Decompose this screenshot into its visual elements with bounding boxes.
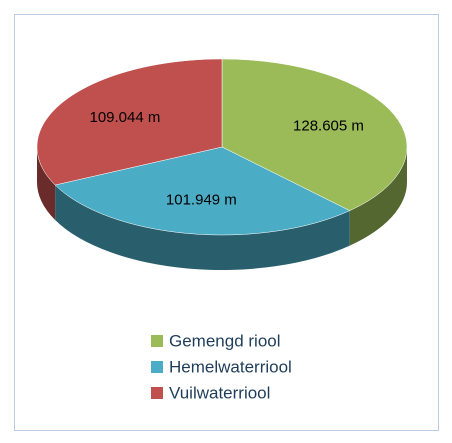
- legend-label: Hemelwaterriool: [169, 357, 292, 376]
- legend-label: Gemengd riool: [169, 331, 281, 350]
- legend-label: Vuilwaterriool: [169, 383, 270, 402]
- data-label: 109.044 m: [89, 109, 160, 126]
- pie: 128.605 m 101.949 m 109.044 m: [36, 58, 408, 270]
- pie-slice-side: [55, 185, 350, 270]
- pie-slice: [221, 58, 408, 211]
- pie-slice: [54, 146, 351, 236]
- pie-slice-side: [349, 147, 407, 246]
- pie-slice: [36, 58, 223, 186]
- legend-swatch: [151, 335, 163, 347]
- legend-swatch: [151, 361, 163, 373]
- legend-swatch: [151, 387, 163, 399]
- pie-slice-side: [37, 147, 56, 221]
- data-label: 101.949 m: [166, 192, 237, 209]
- data-label: 128.605 m: [293, 118, 364, 135]
- legend: Gemengd riool Hemelwaterriool Vuilwaterrio…: [151, 331, 292, 402]
